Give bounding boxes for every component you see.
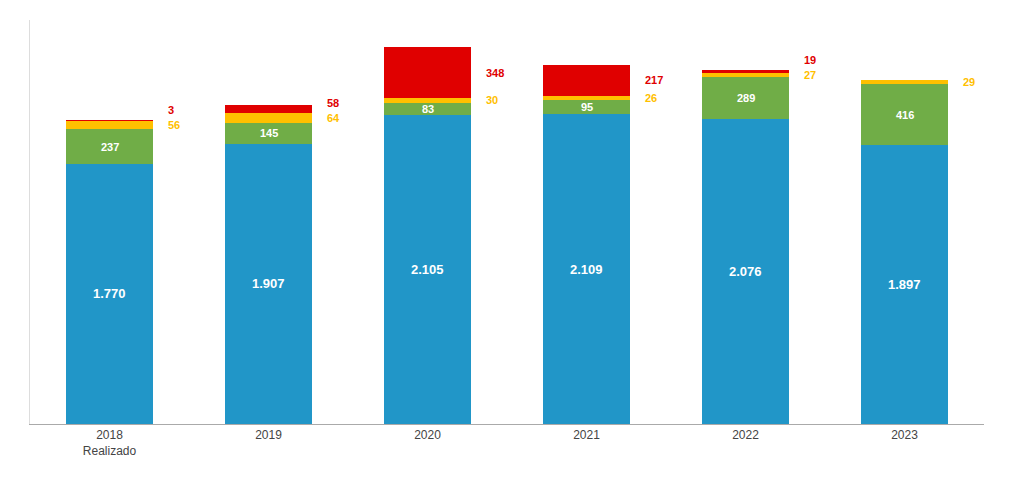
- svg-text:29: 29: [963, 76, 975, 88]
- svg-text:95: 95: [581, 101, 593, 113]
- svg-text:58: 58: [327, 97, 339, 109]
- svg-text:2.109: 2.109: [570, 262, 603, 277]
- svg-text:289: 289: [737, 92, 755, 104]
- svg-text:83: 83: [422, 103, 434, 115]
- svg-text:19: 19: [804, 54, 816, 66]
- svg-text:416: 416: [896, 109, 914, 121]
- svg-text:2.076: 2.076: [729, 264, 762, 279]
- svg-text:56: 56: [168, 119, 180, 131]
- svg-text:1.907: 1.907: [252, 276, 285, 291]
- svg-text:3: 3: [168, 104, 174, 116]
- svg-text:2023: 2023: [891, 428, 918, 442]
- svg-text:1.897: 1.897: [888, 277, 921, 292]
- svg-text:26: 26: [645, 92, 657, 104]
- svg-text:237: 237: [101, 141, 119, 153]
- svg-text:2018Realizado: 2018Realizado: [83, 428, 137, 458]
- svg-text:2020: 2020: [414, 428, 441, 442]
- svg-text:145: 145: [260, 127, 278, 139]
- svg-text:2019: 2019: [255, 428, 282, 442]
- svg-text:27: 27: [804, 69, 816, 81]
- svg-text:30: 30: [486, 94, 498, 106]
- svg-text:64: 64: [327, 112, 340, 124]
- svg-text:2.105: 2.105: [411, 262, 444, 277]
- svg-text:2022: 2022: [732, 428, 759, 442]
- svg-text:2021: 2021: [573, 428, 600, 442]
- svg-text:217: 217: [645, 74, 663, 86]
- svg-text:1.770: 1.770: [93, 286, 126, 301]
- svg-text:348: 348: [486, 67, 504, 79]
